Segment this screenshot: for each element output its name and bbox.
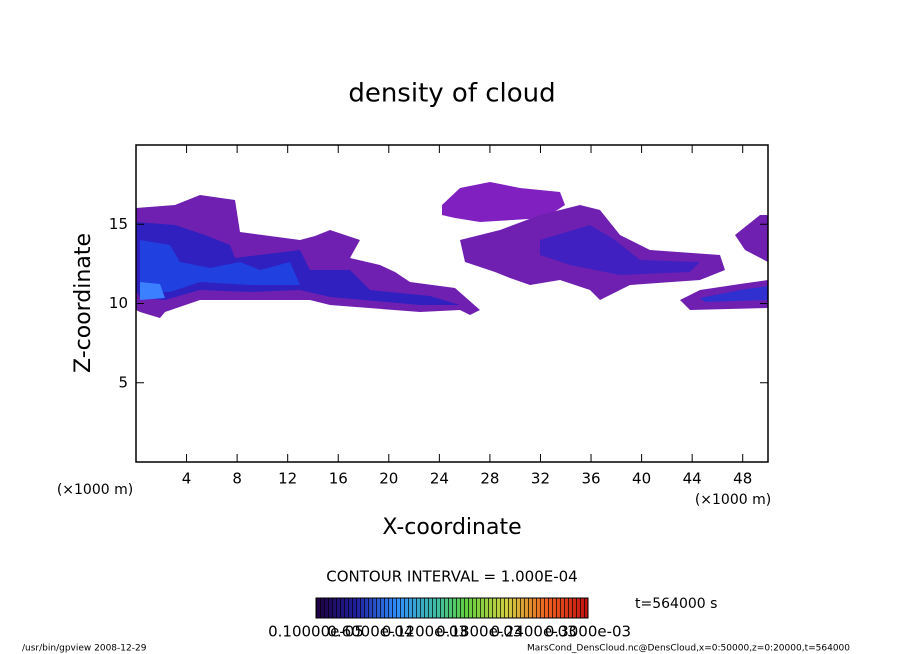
x-unit-left: (×1000 m) [57, 482, 133, 498]
x-tick-label: 8 [232, 470, 242, 488]
y-axis-label: Z-coordinate [71, 233, 96, 373]
colorbar-label: 0.10000e-05 [268, 623, 364, 641]
cloud-field [136, 182, 768, 318]
x-tick-label: 48 [733, 470, 752, 488]
chart-title: density of cloud [348, 79, 555, 109]
x-tick-label: 28 [480, 470, 499, 488]
x-tick-label: 36 [581, 470, 600, 488]
colorbar-label: 0.6000e-04 [327, 623, 413, 641]
x-tick-label: 40 [632, 470, 651, 488]
x-axis-label: X-coordinate [382, 515, 521, 540]
colorbar-label: 0.3000e-03 [545, 623, 631, 641]
x-unit: (×1000 m) [695, 492, 771, 508]
colorbar-label: 0.2400e-03 [490, 623, 576, 641]
x-tick-label: 24 [430, 470, 449, 488]
colorbar-stripes [316, 598, 588, 618]
footer-left: /usr/bin/gpview 2008-12-29 [22, 644, 147, 654]
colorbar-label: 0.1800e-03 [436, 623, 522, 641]
x-tick-label: 20 [379, 470, 398, 488]
y-tick-label: 5 [118, 373, 128, 391]
x-tick-label: 12 [278, 470, 297, 488]
x-tick-label: 32 [531, 470, 550, 488]
colorbar-label: 0.1200e-03 [382, 623, 468, 641]
footer-right: MarsCond_DensCloud.nc@DensCloud,x=0:5000… [527, 644, 850, 654]
contour-interval: CONTOUR INTERVAL = 1.000E-04 [326, 568, 577, 586]
time-label: t=564000 s [635, 596, 717, 612]
x-tick-label: 44 [683, 470, 702, 488]
x-tick-label: 4 [182, 470, 192, 488]
y-tick-label: 10 [109, 294, 128, 312]
colorbar-labels: 0.10000e-050.6000e-040.1200e-030.1800e-0… [268, 623, 631, 641]
y-tick-label: 15 [109, 215, 128, 233]
x-tick-label: 16 [329, 470, 348, 488]
